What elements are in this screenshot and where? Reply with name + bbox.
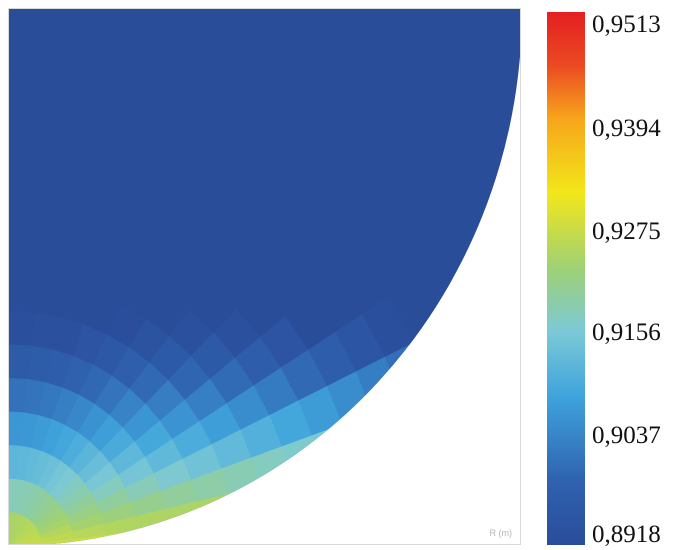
field-cell xyxy=(289,470,328,513)
field-cell xyxy=(454,489,491,544)
field-cell xyxy=(48,145,95,187)
field-cell xyxy=(462,368,510,435)
field-cell xyxy=(359,500,395,544)
colorbar xyxy=(547,12,585,545)
field-cell xyxy=(258,478,297,517)
field-cell xyxy=(9,75,60,113)
colorbar-tick-label: 0,9156 xyxy=(592,319,661,346)
contour-plot-svg xyxy=(9,9,520,544)
contour-field xyxy=(9,9,520,544)
unit-label: R (m) xyxy=(489,528,513,538)
field-cell xyxy=(9,310,35,347)
field-cell xyxy=(413,327,464,392)
field-cell xyxy=(9,9,67,47)
field-cell xyxy=(9,42,64,80)
field-cell xyxy=(9,277,39,313)
colorbar-tick-label: 0,9037 xyxy=(592,422,661,449)
field-cell xyxy=(9,109,57,147)
field-cell xyxy=(327,504,363,544)
field-cell xyxy=(321,463,360,509)
field-cell xyxy=(9,142,53,180)
field-cell xyxy=(446,433,488,494)
field-cell xyxy=(441,312,494,381)
contour-plot-area: R (m) xyxy=(8,8,521,545)
field-cell xyxy=(383,448,424,502)
field-cell xyxy=(352,456,392,505)
field-cell xyxy=(371,401,416,457)
field-cell xyxy=(167,523,202,544)
field-cell xyxy=(432,379,479,442)
field-cell xyxy=(9,512,13,544)
field-cell xyxy=(9,344,31,380)
field-cell xyxy=(136,526,170,544)
field-cell xyxy=(9,243,42,280)
field-cell xyxy=(415,441,456,498)
field-cell xyxy=(9,210,46,247)
colorbar-tick-label: 0,8918 xyxy=(592,521,661,548)
field-cell xyxy=(422,493,459,544)
field-cell xyxy=(9,176,49,213)
field-cell xyxy=(199,519,234,544)
field-cell xyxy=(44,178,88,220)
field-cell xyxy=(295,508,330,544)
field-cell xyxy=(40,212,81,252)
field-cell xyxy=(391,496,427,544)
field-cell xyxy=(402,390,447,450)
field-cell xyxy=(263,511,298,544)
colorbar-tick-label: 0,9275 xyxy=(592,218,661,245)
field-cell xyxy=(341,412,385,465)
field-cell xyxy=(477,426,520,490)
colorbar-tick-label: 0,9394 xyxy=(592,115,661,142)
colorbar-tick-label: 0,9513 xyxy=(592,11,661,38)
field-cell xyxy=(231,515,266,544)
